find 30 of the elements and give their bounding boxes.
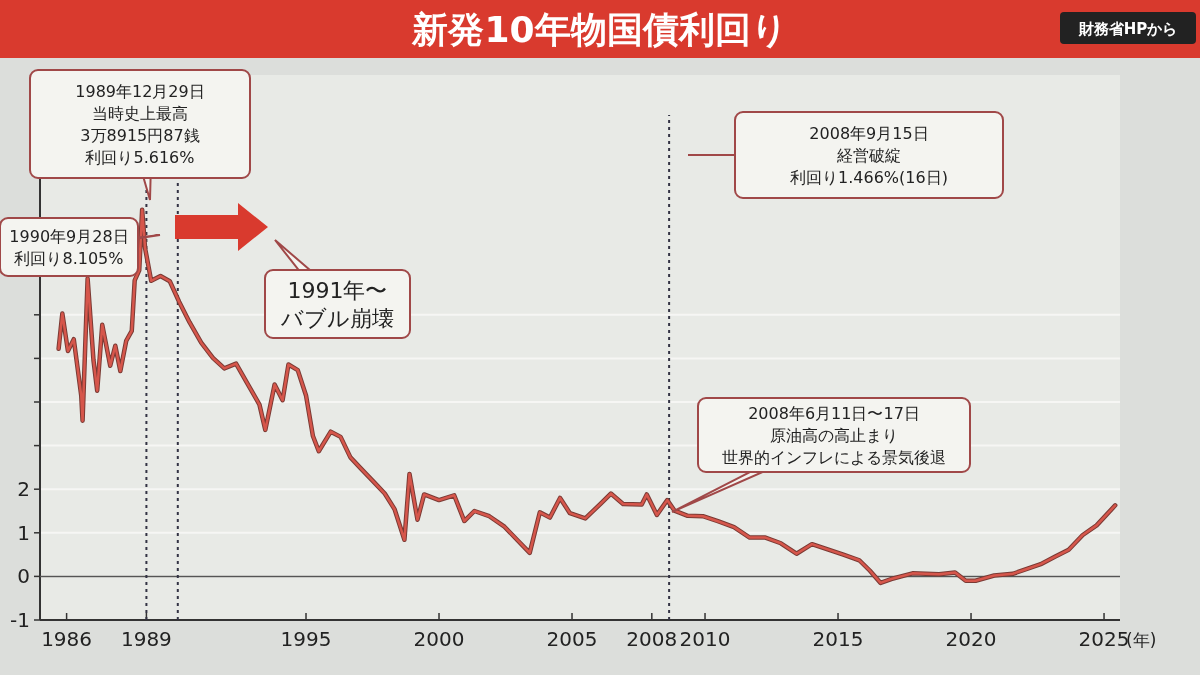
annotation: 1989年12月29日 xyxy=(75,81,205,101)
x-tick-label: 2015 xyxy=(812,627,864,651)
x-tick-label: 2008 xyxy=(626,627,678,651)
annotation: 経営破綻 xyxy=(836,145,901,165)
x-tick-label: 1986 xyxy=(41,627,93,651)
annotation: 2008年9月15日 xyxy=(809,123,929,143)
annotation: 1991年〜 xyxy=(287,277,388,303)
chart-title: 新発10年物国債利回り xyxy=(411,9,788,50)
annotation: バブル崩壊 xyxy=(280,305,394,331)
annotation: 利回り8.105% xyxy=(14,248,124,268)
annotation: 世界的インフレによる景気後退 xyxy=(722,447,946,467)
x-tick-label: 1989 xyxy=(120,627,172,651)
annotation: 当時史上最高 xyxy=(92,103,188,123)
annotation: 3万8915円87銭 xyxy=(80,125,200,145)
y-tick-label: -1 xyxy=(10,608,30,632)
x-tick-label: 2010 xyxy=(679,627,731,651)
annotation: 利回り1.466%(16日) xyxy=(790,167,948,187)
annotation: 利回り5.616% xyxy=(85,147,195,167)
text: 財務省HPから xyxy=(1077,20,1178,38)
x-axis-title: (年) xyxy=(1126,630,1157,650)
annotation: 2008年6月11日〜17日 xyxy=(748,403,920,423)
annotation: 1990年9月28日 xyxy=(9,226,129,246)
x-tick-label: 1995 xyxy=(280,627,332,651)
x-tick-label: 2020 xyxy=(945,627,997,651)
y-tick-label: 2 xyxy=(17,477,30,502)
x-tick-label: 2000 xyxy=(413,627,465,651)
annotation: 原油高の高止まり xyxy=(770,425,898,445)
y-tick-label: 1 xyxy=(17,520,30,545)
x-tick-label: 2005 xyxy=(546,627,598,651)
y-tick-label: 0 xyxy=(17,564,30,589)
